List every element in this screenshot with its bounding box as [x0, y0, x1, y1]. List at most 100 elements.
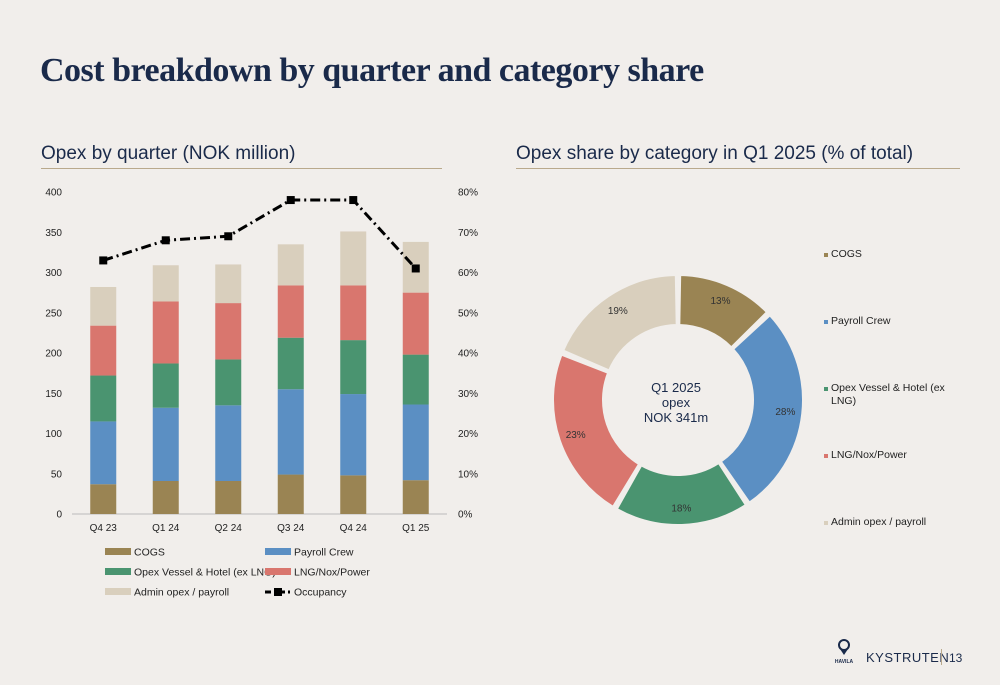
legend-swatch	[824, 521, 828, 525]
bar-segment	[340, 475, 367, 514]
occupancy-marker	[286, 196, 295, 205]
bar-segment	[152, 301, 179, 364]
bar-segment	[277, 337, 304, 390]
slice-value-label: 28%	[775, 407, 795, 418]
legend-swatch	[265, 548, 291, 555]
y-tick-label: 50	[51, 469, 63, 480]
legend-swatch	[265, 568, 291, 575]
bar-segment	[152, 363, 179, 408]
legend-label: Payroll Crew	[831, 315, 891, 327]
bar-segment	[215, 480, 242, 514]
y2-tick-label: 80%	[458, 188, 478, 199]
bar-segment	[277, 244, 304, 286]
footer-brand: KYSTRUTEN	[866, 650, 950, 665]
logo-pin-icon	[838, 639, 850, 651]
x-tick-label: Q4 23	[90, 523, 118, 534]
slice-value-label: 18%	[671, 503, 691, 514]
x-tick-label: Q4 24	[340, 523, 368, 534]
legend-label: LNG/Nox/Power	[294, 567, 370, 579]
legend-label: Admin opex / payroll	[831, 516, 926, 528]
bar-segment	[340, 340, 367, 395]
legend-label: LNG)	[831, 395, 856, 407]
donut-center-label: NOK 341m	[644, 410, 708, 425]
legend-swatch	[824, 253, 828, 257]
legend-swatch	[824, 454, 828, 458]
bar-segment	[340, 394, 367, 476]
bar-segment	[152, 407, 179, 481]
x-tick-label: Q3 24	[277, 523, 305, 534]
legend-swatch	[105, 588, 131, 595]
page-title: Cost breakdown by quarter and category s…	[40, 52, 704, 89]
bar-segment	[90, 484, 117, 514]
legend-label: Opex Vessel & Hotel (ex LNG)	[134, 567, 276, 579]
slice-value-label: 19%	[608, 306, 628, 317]
occupancy-marker	[99, 256, 108, 265]
bar-segment	[215, 405, 242, 481]
y2-tick-label: 50%	[458, 308, 478, 319]
bar-segment	[215, 264, 242, 304]
donut-slice	[719, 313, 804, 504]
legend-label: Occupancy	[294, 587, 347, 599]
bar-segment	[90, 325, 117, 376]
legend-label: COGS	[831, 248, 862, 260]
y2-tick-label: 40%	[458, 349, 478, 360]
occupancy-line	[102, 198, 417, 270]
donut-slice	[552, 353, 641, 509]
bar-segment	[152, 265, 179, 302]
legend-swatch	[105, 568, 131, 575]
bar-segment	[90, 375, 117, 422]
y-tick-label: 300	[45, 268, 62, 279]
y-tick-label: 400	[45, 188, 62, 199]
legend-occupancy-marker	[274, 588, 282, 596]
bar-segment	[402, 404, 429, 481]
x-tick-label: Q2 24	[215, 523, 243, 534]
y2-tick-label: 20%	[458, 429, 478, 440]
legend-label: Opex Vessel & Hotel (ex	[831, 382, 946, 394]
bar-segment	[340, 285, 367, 341]
y2-tick-label: 60%	[458, 268, 478, 279]
bar-segment	[90, 286, 117, 326]
legend-swatch	[824, 320, 828, 324]
donut-slice	[678, 274, 769, 349]
legend-label: LNG/Nox/Power	[831, 449, 907, 461]
bar-chart-subtitle: Opex by quarter (NOK million)	[41, 143, 296, 164]
bar-segment	[152, 480, 179, 514]
right-divider	[516, 168, 960, 169]
y2-tick-label: 30%	[458, 389, 478, 400]
bar-segment	[215, 359, 242, 406]
y2-tick-label: 70%	[458, 228, 478, 239]
donut-center-label: Q1 2025	[651, 380, 701, 395]
footer-separator	[941, 649, 942, 665]
y2-tick-label: 0%	[458, 510, 473, 521]
legend-label: Admin opex / payroll	[134, 587, 229, 599]
y-tick-label: 200	[45, 349, 62, 360]
donut-slice	[615, 461, 748, 526]
legend-label: COGS	[134, 547, 165, 559]
bar-segment	[340, 231, 367, 286]
y-tick-label: 150	[45, 389, 62, 400]
y-tick-label: 100	[45, 429, 62, 440]
occupancy-marker	[411, 264, 420, 273]
bar-segment	[277, 285, 304, 338]
left-divider	[41, 168, 442, 169]
y-tick-label: 0	[56, 510, 62, 521]
occupancy-marker	[349, 196, 358, 205]
slice-value-label: 23%	[566, 430, 586, 441]
occupancy-marker	[161, 236, 170, 245]
x-tick-label: Q1 24	[152, 523, 180, 534]
page-number: 13	[949, 651, 963, 665]
bar-segment	[402, 480, 429, 514]
legend-swatch	[105, 548, 131, 555]
bar-segment	[215, 303, 242, 360]
legend-swatch	[824, 387, 828, 391]
y-tick-label: 350	[45, 228, 62, 239]
y2-tick-label: 10%	[458, 469, 478, 480]
slice-value-label: 13%	[710, 296, 730, 307]
bar-segment	[402, 292, 429, 355]
y-tick-label: 250	[45, 308, 62, 319]
donut-chart-subtitle: Opex share by category in Q1 2025 (% of …	[516, 143, 914, 164]
donut-center-label: opex	[662, 395, 691, 410]
